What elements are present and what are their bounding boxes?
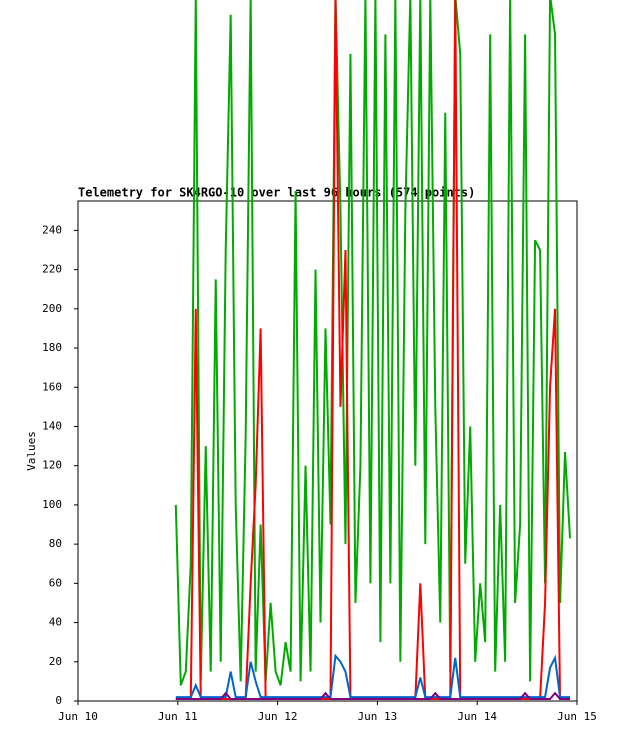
y-tick-label: 120 [42,459,62,472]
x-tick-label: Jun 12 [258,710,298,723]
y-tick-label: 20 [49,655,62,668]
series-line [175,691,571,701]
series-line [174,0,572,686]
x-tick-label: Jun 13 [358,710,398,723]
y-tick-label: 240 [42,223,62,236]
y-tick-label: 40 [49,616,62,629]
y-tick-label: 60 [49,576,62,589]
y-tick-label: 220 [42,263,62,276]
y-tick-label: 160 [42,380,62,393]
series-line [175,653,571,699]
chart-title: Telemetry for SK4RGO-10 over last 96 hou… [78,186,475,200]
y-tick-label: 140 [42,419,62,432]
y-tick-label: 200 [42,302,62,315]
x-tick-label: Jun 15 [557,710,597,723]
x-tick-label: Jun 10 [58,710,98,723]
y-tick-label: 0 [55,694,62,707]
y-tick-label: 80 [49,537,62,550]
y-tick-label: 180 [42,341,62,354]
plot-frame [77,200,578,702]
x-tick-label: Jun 11 [158,710,198,723]
y-axis-label: Values [25,431,38,471]
y-tick-label: 100 [42,498,62,511]
x-tick-label: Jun 14 [457,710,497,723]
